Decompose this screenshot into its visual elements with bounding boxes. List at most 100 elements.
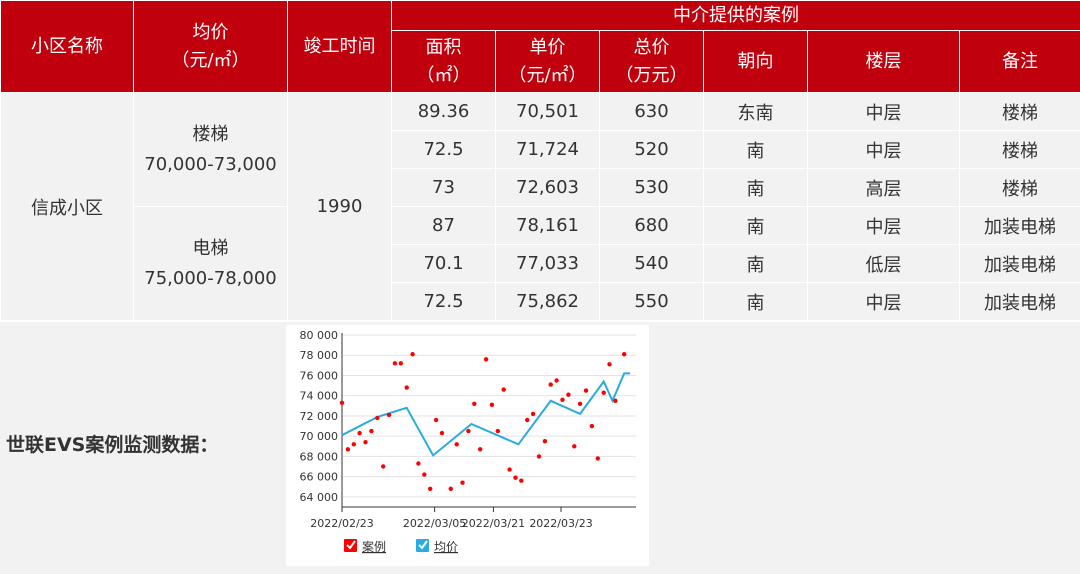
unit-price-cell: 75,862 — [495, 282, 600, 321]
unit-price-cell: 71,724 — [495, 130, 600, 169]
header-area: 面积 （㎡） — [391, 30, 496, 93]
y-tick-label: 76 000 — [300, 369, 339, 382]
evs-chart-svg: 80 000 78 000 76 000 74 000 72 000 70 000 68 0… — [300, 329, 636, 554]
area-cell: 72.5 — [391, 130, 496, 169]
orientation-cell: 东南 — [703, 92, 808, 131]
remark-cell: 加装电梯 — [958, 282, 1080, 321]
case-point — [339, 400, 345, 405]
orientation-cell: 南 — [703, 282, 808, 321]
area-cell: 89.36 — [391, 92, 496, 131]
case-point — [548, 382, 553, 387]
unit-price-cell: 72,603 — [495, 168, 600, 207]
case-point — [607, 362, 612, 367]
case-point — [560, 397, 565, 402]
floor-cell: 中层 — [807, 130, 960, 169]
floor-cell: 中层 — [807, 206, 960, 245]
floor-cell: 中层 — [807, 92, 960, 131]
header-floor: 楼层 — [807, 30, 960, 93]
case-point — [536, 454, 542, 459]
case-point — [554, 378, 559, 383]
case-point — [392, 361, 398, 366]
floor-cell: 高层 — [807, 168, 960, 207]
evs-label: 世联EVS案例监测数据： — [6, 434, 219, 456]
y-tick-label: 80 000 — [300, 329, 339, 342]
total-price-cell: 630 — [599, 92, 704, 131]
orientation-cell: 南 — [703, 244, 808, 283]
case-point — [572, 444, 577, 449]
remark-cell: 楼梯 — [958, 130, 1080, 169]
orientation-cell: 南 — [703, 206, 808, 245]
table-row: 72.5 75,862 550 南 中层 加装电梯 — [1, 282, 1080, 321]
case-point — [495, 428, 500, 434]
table-row: 电梯 75,000-78,000 87 78,161 680 南 中层 加装电梯 — [1, 206, 1080, 321]
case-point — [595, 456, 600, 461]
avg-price-line — [341, 372, 631, 457]
case-point — [363, 440, 368, 445]
case-point — [357, 430, 362, 436]
x-tick-label: 2022/03/23 — [529, 517, 592, 530]
case-point — [404, 385, 409, 390]
y-tick-label: 64 000 — [300, 491, 339, 504]
floor-cell: 中层 — [807, 282, 960, 321]
unit-price-cell: 70,501 — [495, 92, 600, 131]
case-point — [428, 486, 433, 491]
x-tick-label: 2022/03/21 — [462, 517, 525, 530]
remark-cell: 楼梯 — [958, 92, 1080, 131]
total-price-cell: 520 — [599, 130, 704, 169]
case-point — [345, 447, 351, 452]
case-point — [460, 480, 465, 485]
table-row: 信成小区 楼梯 70,000-73,000 1990 89.36 70,501 … — [0, 92, 1080, 321]
table-row: 70.1 77,033 540 南 低层 加装电梯 — [1, 244, 1080, 283]
case-point — [351, 442, 356, 447]
legend-case-checkbox — [344, 539, 357, 552]
case-point — [622, 352, 627, 357]
header-community-name: 小区名称 — [0, 0, 134, 93]
price-table: 小区名称 均价 （元/㎡） 竣工时间 中介提供的案例 面积 （㎡） 单价 （元/… — [0, 0, 1080, 321]
case-point — [525, 417, 530, 423]
area-cell: 72.5 — [391, 282, 496, 321]
y-tick-label: 78 000 — [300, 349, 339, 362]
case-point — [386, 412, 392, 418]
case-point — [433, 417, 439, 423]
header-avg-price: 均价 （元/㎡） — [133, 0, 288, 93]
case-point — [381, 464, 386, 469]
case-point — [369, 428, 374, 434]
header-completion-year: 竣工时间 — [287, 0, 392, 93]
case-point — [439, 430, 445, 436]
y-tick-label: 66 000 — [300, 471, 339, 484]
legend-avg-label: 均价 — [434, 540, 458, 554]
area-cell: 87 — [391, 206, 496, 245]
case-point — [513, 475, 518, 480]
y-tick-label: 70 000 — [300, 430, 339, 443]
x-tick-label: 2022/02/23 — [310, 517, 373, 530]
total-price-cell: 550 — [599, 282, 704, 321]
case-point — [583, 388, 589, 393]
remark-cell: 加装电梯 — [958, 206, 1080, 245]
case-point — [589, 423, 595, 429]
orientation-cell: 南 — [703, 168, 808, 207]
case-point — [613, 398, 618, 403]
case-point — [410, 352, 415, 357]
unit-price-cell: 78,161 — [495, 206, 600, 245]
completion-year-cell: 1990 — [287, 92, 392, 321]
case-point — [375, 415, 380, 421]
check-icon — [346, 540, 356, 550]
case-point — [519, 478, 524, 483]
area-cell: 70.1 — [391, 244, 496, 283]
floor-cell: 低层 — [807, 244, 960, 283]
case-point — [422, 472, 427, 477]
remark-cell: 加装电梯 — [958, 244, 1080, 283]
unit-price-cell: 77,033 — [495, 244, 600, 283]
legend-case-label: 案例 — [362, 539, 386, 554]
case-point — [478, 447, 483, 452]
legend-avg-checkbox — [416, 539, 429, 552]
case-point — [454, 442, 459, 447]
header-agency-cases: 中介提供的案例 — [390, 0, 1080, 31]
case-point — [448, 486, 453, 491]
header-total-price: 总价 （万元） — [599, 30, 704, 93]
header-orientation: 朝向 — [703, 30, 808, 93]
total-price-cell: 680 — [599, 206, 704, 245]
case-point — [416, 461, 421, 466]
group-elevator-cell: 电梯 75,000-78,000 — [133, 206, 288, 321]
